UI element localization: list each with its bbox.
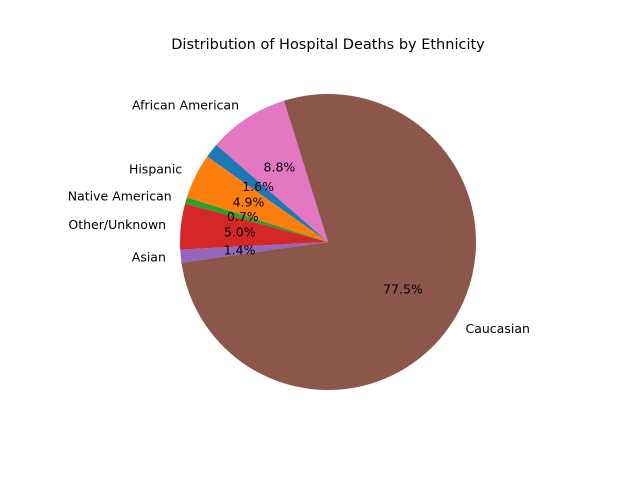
pie-slice-unlabeled (207, 144, 328, 242)
slice-percent-label: 5.0% (224, 225, 256, 240)
slice-label: Other/Unknown (68, 217, 166, 232)
slice-percent-label: 0.7% (227, 209, 259, 224)
slice-percent-label: 1.4% (224, 243, 256, 258)
pie-slice-asian (180, 242, 328, 263)
slice-label: African American (132, 98, 239, 113)
slice-label: Native American (68, 188, 172, 203)
pie-percent-labels: 8.8% 1.6%4.9%0.7%5.0% 1.4% 77.5% (224, 160, 423, 297)
chart-title: Distribution of Hospital Deaths by Ethni… (171, 37, 485, 53)
pie-labels: African American Hispanic Native American O… (68, 98, 530, 336)
slice-percent-label: 8.8% (264, 160, 296, 175)
pie-slice-hispanic (186, 156, 328, 242)
pie-slice-native-american (185, 197, 328, 242)
slice-label: Hispanic (129, 162, 182, 177)
pie-slice-african-american (216, 100, 328, 242)
pie-slices (180, 94, 477, 391)
slice-label: Caucasian (466, 321, 530, 336)
pie-slice-other-unknown (180, 203, 328, 250)
slice-label: Asian (132, 250, 166, 265)
slice-percent-label: 77.5% (383, 282, 423, 297)
slice-percent-label: 1.6% (242, 179, 274, 194)
slice-percent-label: 4.9% (233, 195, 265, 210)
pie-slice-caucasian (181, 94, 477, 391)
